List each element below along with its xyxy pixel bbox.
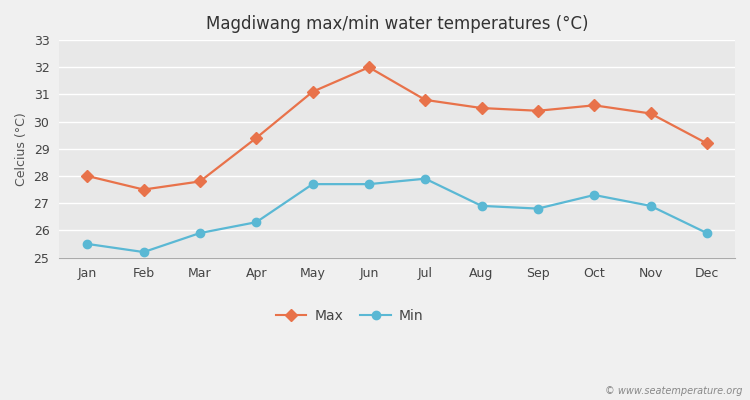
Max bbox=[140, 187, 148, 192]
Min bbox=[590, 193, 598, 198]
Text: © www.seatemperature.org: © www.seatemperature.org bbox=[605, 386, 742, 396]
Line: Min: Min bbox=[83, 174, 711, 256]
Min bbox=[308, 182, 317, 186]
Min bbox=[196, 231, 205, 236]
Max bbox=[646, 111, 655, 116]
Max bbox=[252, 136, 261, 140]
Max bbox=[533, 108, 542, 113]
Max bbox=[364, 65, 374, 70]
Min bbox=[140, 250, 148, 254]
Max bbox=[421, 98, 430, 102]
Max bbox=[590, 103, 598, 108]
Title: Magdiwang max/min water temperatures (°C): Magdiwang max/min water temperatures (°C… bbox=[206, 15, 588, 33]
Y-axis label: Celcius (°C): Celcius (°C) bbox=[15, 112, 28, 186]
Max bbox=[308, 89, 317, 94]
Min bbox=[82, 242, 92, 246]
Min bbox=[364, 182, 374, 186]
Min bbox=[533, 206, 542, 211]
Max bbox=[82, 174, 92, 178]
Min bbox=[421, 176, 430, 181]
Min bbox=[252, 220, 261, 224]
Max bbox=[477, 106, 486, 110]
Min bbox=[702, 231, 711, 236]
Max bbox=[196, 179, 205, 184]
Line: Max: Max bbox=[83, 63, 711, 194]
Legend: Max, Min: Max, Min bbox=[270, 304, 429, 329]
Max bbox=[702, 141, 711, 146]
Min bbox=[646, 204, 655, 208]
Min bbox=[477, 204, 486, 208]
